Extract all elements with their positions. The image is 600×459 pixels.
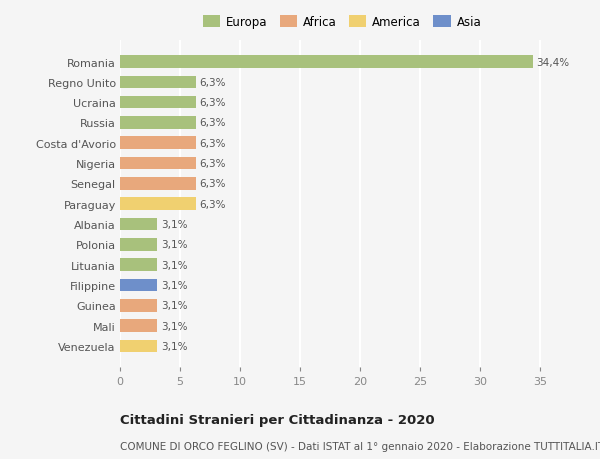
Bar	[120, 198, 196, 211]
Bar	[120, 218, 157, 231]
Text: 6,3%: 6,3%	[199, 199, 226, 209]
Text: 6,3%: 6,3%	[199, 179, 226, 189]
Bar	[120, 279, 157, 291]
Text: Cittadini Stranieri per Cittadinanza - 2020: Cittadini Stranieri per Cittadinanza - 2…	[120, 413, 434, 426]
Text: 3,1%: 3,1%	[161, 321, 187, 331]
Bar	[120, 178, 196, 190]
Bar	[120, 259, 157, 271]
Bar	[120, 239, 157, 251]
Bar	[120, 299, 157, 312]
Text: 3,1%: 3,1%	[161, 280, 187, 290]
Bar	[120, 319, 157, 332]
Bar	[120, 137, 196, 150]
Text: 3,1%: 3,1%	[161, 219, 187, 230]
Bar	[120, 97, 196, 109]
Text: COMUNE DI ORCO FEGLINO (SV) - Dati ISTAT al 1° gennaio 2020 - Elaborazione TUTTI: COMUNE DI ORCO FEGLINO (SV) - Dati ISTAT…	[120, 441, 600, 451]
Text: 6,3%: 6,3%	[199, 159, 226, 169]
Text: 3,1%: 3,1%	[161, 240, 187, 250]
Text: 34,4%: 34,4%	[536, 57, 569, 67]
Text: 3,1%: 3,1%	[161, 301, 187, 311]
Text: 3,1%: 3,1%	[161, 260, 187, 270]
Legend: Europa, Africa, America, Asia: Europa, Africa, America, Asia	[199, 12, 485, 32]
Text: 6,3%: 6,3%	[199, 78, 226, 88]
Bar	[120, 340, 157, 353]
Bar	[120, 157, 196, 170]
Text: 6,3%: 6,3%	[199, 139, 226, 148]
Text: 6,3%: 6,3%	[199, 118, 226, 128]
Bar	[120, 56, 533, 69]
Bar	[120, 76, 196, 89]
Bar	[120, 117, 196, 129]
Text: 3,1%: 3,1%	[161, 341, 187, 351]
Text: 6,3%: 6,3%	[199, 98, 226, 108]
